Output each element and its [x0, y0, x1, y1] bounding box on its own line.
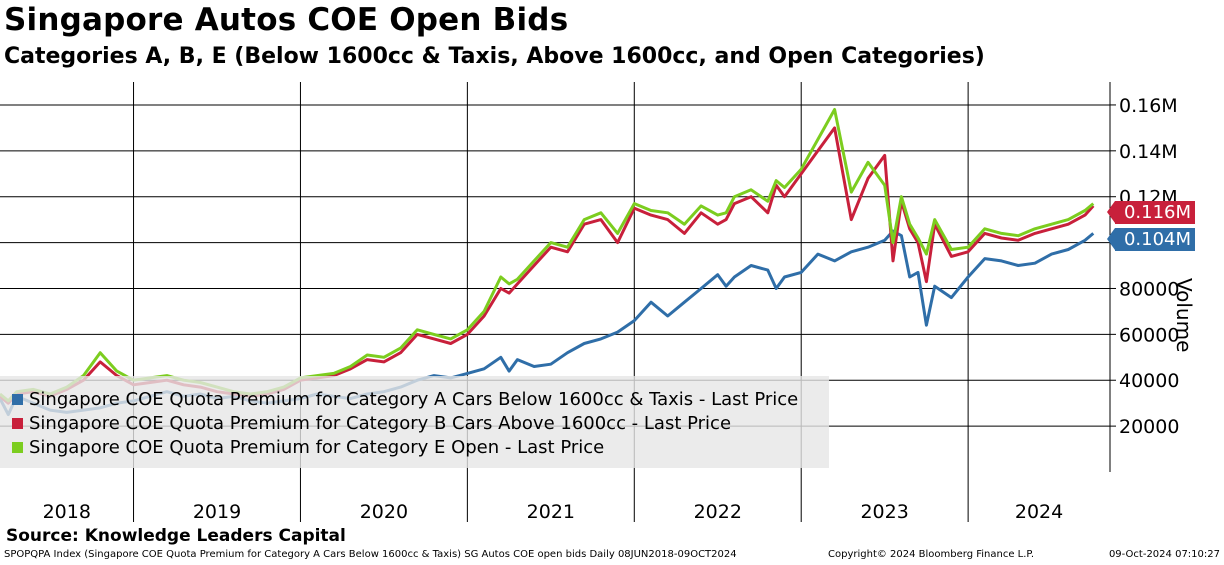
y-tick-label: 20000	[1119, 416, 1179, 438]
legend-label-cat-b: Singapore COE Quota Premium for Category…	[29, 413, 732, 434]
legend-item-cat-a: Singapore COE Quota Premium for Category…	[12, 389, 798, 410]
y-axis-label: Volume	[1172, 278, 1196, 353]
chart-title: Singapore Autos COE Open Bids	[4, 2, 569, 38]
y-tick-label: 0.14M	[1119, 141, 1178, 163]
legend-swatch-cat-a	[12, 394, 23, 405]
x-tick-label: 2020	[360, 501, 408, 523]
x-tick-label: 2022	[694, 501, 742, 523]
y-tick-label: 40000	[1119, 370, 1179, 392]
series-line-cat-b	[0, 126, 1095, 405]
y-tick-label: 0.16M	[1119, 95, 1178, 117]
x-tick-label: 2024	[1015, 501, 1063, 523]
legend-item-cat-e: Singapore COE Quota Premium for Category…	[12, 437, 604, 458]
last-value-tag-cat-b: 0.116M	[1107, 201, 1195, 224]
footer-copyright: Copyright© 2024 Bloomberg Finance L.P.	[828, 549, 1035, 560]
legend-item-cat-b: Singapore COE Quota Premium for Category…	[12, 413, 731, 434]
y-tick-label: 60000	[1119, 324, 1179, 346]
footer-index-description: SPOPQPA Index (Singapore COE Quota Premi…	[4, 549, 737, 560]
x-tick-label: 2021	[527, 501, 575, 523]
chart-subtitle: Categories A, B, E (Below 1600cc & Taxis…	[4, 44, 985, 69]
legend-swatch-cat-b	[12, 418, 23, 429]
last-value-tag-cat-a: 0.104M	[1107, 228, 1195, 251]
footer-timestamp: 09-Oct-2024 07:10:27	[1108, 549, 1220, 560]
x-tick-label: 2023	[860, 501, 908, 523]
y-tick-label: 80000	[1119, 278, 1179, 300]
x-tick-label: 2018	[43, 501, 91, 523]
legend: Singapore COE Quota Premium for Category…	[0, 376, 829, 468]
source-note: Source: Knowledge Leaders Capital	[6, 526, 346, 546]
legend-label-cat-a: Singapore COE Quota Premium for Category…	[29, 389, 799, 410]
legend-swatch-cat-e	[12, 442, 23, 453]
legend-label-cat-e: Singapore COE Quota Premium for Category…	[29, 437, 605, 458]
x-tick-label: 2019	[193, 501, 241, 523]
